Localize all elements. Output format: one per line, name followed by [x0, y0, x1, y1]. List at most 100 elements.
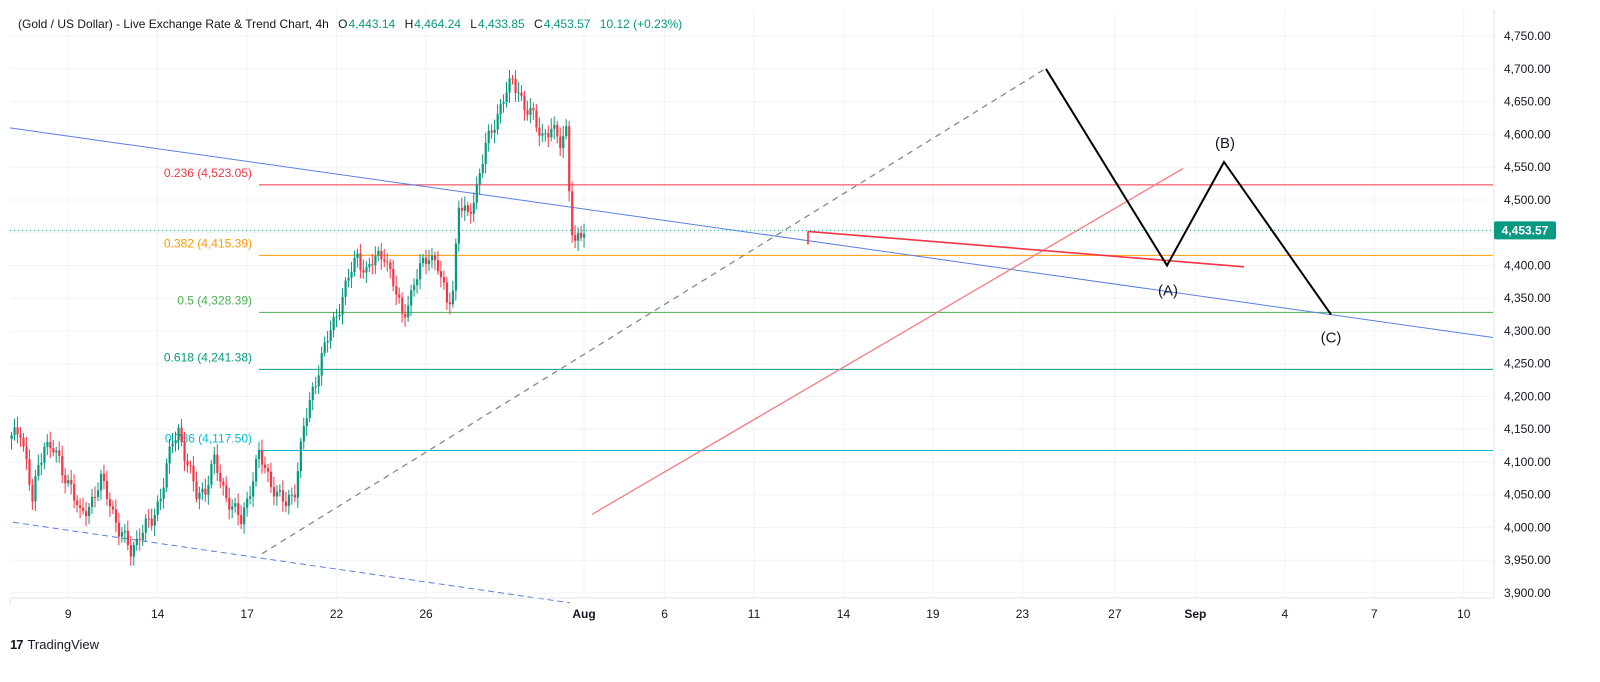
candle-body [430, 255, 434, 261]
candle-body [329, 330, 332, 342]
candle-body [40, 462, 43, 465]
candle-body [326, 341, 329, 343]
candle-body [85, 511, 88, 517]
candle-body [192, 465, 195, 482]
candle-body [314, 386, 317, 388]
candle-body [344, 280, 347, 297]
candle-body [144, 518, 147, 533]
wave-label-b: (B) [1215, 135, 1235, 152]
candle-body [475, 184, 478, 203]
candle-body [258, 450, 261, 459]
candle-body [64, 475, 67, 484]
candle-body [28, 459, 31, 485]
fib-level-label: 0.382 (4,415.39) [164, 236, 252, 250]
candle-body [374, 255, 377, 266]
candle-body [323, 342, 326, 353]
price-tick-label: 4,350.00 [1504, 291, 1551, 305]
time-axis[interactable]: 9 14 17 22 26 Aug 6 11 14 19 23 27 Sep 4 7 10 [9, 597, 1494, 621]
candle-body [398, 294, 401, 298]
tradingview-brand[interactable]: 17 TradingView [10, 637, 99, 652]
time-tick-label: 6 [661, 607, 668, 621]
candle-body [565, 126, 568, 137]
candle-body [511, 78, 514, 80]
candle-body [580, 232, 583, 238]
candle-body [52, 448, 55, 453]
candle-body [281, 490, 285, 502]
open-value: 4,443.14 [348, 17, 396, 31]
candle-body [502, 101, 505, 104]
candle-body [13, 427, 16, 436]
candle-body [413, 285, 416, 291]
candle-body [129, 545, 132, 557]
time-tick-label: 4 [1281, 607, 1288, 621]
time-tick-label: 23 [1016, 607, 1030, 621]
candle-body [487, 130, 490, 143]
candle-body [76, 500, 79, 506]
candle-body [490, 130, 493, 133]
time-tick-label: 7 [1371, 607, 1378, 621]
candle-body [526, 110, 529, 115]
price-tick-label: 4,400.00 [1504, 258, 1551, 272]
candle-body [338, 314, 341, 317]
candle-body [243, 507, 246, 525]
candle-body [353, 257, 356, 273]
candle-body [445, 282, 449, 303]
price-tick-label: 4,250.00 [1504, 357, 1551, 371]
trend-drawings[interactable] [9, 68, 1494, 604]
candle-body [350, 272, 353, 278]
candle-body [61, 456, 64, 476]
candle-body [123, 530, 127, 533]
candle-body [389, 262, 392, 270]
candle-body [213, 454, 216, 465]
candle-body [37, 464, 40, 477]
candle-body [171, 443, 174, 447]
candle-body [159, 498, 162, 502]
candle-body [135, 538, 138, 546]
candle-body [305, 418, 308, 427]
candle-body [132, 545, 135, 557]
candle-body [335, 316, 338, 318]
candle-body [138, 538, 141, 541]
candle-body [383, 259, 386, 262]
fibonacci-retracement[interactable]: 0.236 (4,523.05) 0.382 (4,415.39) 0.5 (4,3… [164, 166, 1493, 452]
abc-correction-projection[interactable]: (A) (B) (C) [1045, 68, 1341, 347]
price-tick-label: 4,700.00 [1504, 62, 1551, 76]
candle-body [186, 460, 189, 466]
candle-body [79, 505, 82, 509]
candle-body [91, 496, 94, 507]
candle-body [377, 250, 380, 256]
wave-path [1045, 68, 1332, 316]
candle-body [550, 128, 553, 138]
candle-body [231, 506, 234, 510]
candle-body [386, 261, 389, 263]
fib-level-label: 0.5 (4,328.39) [177, 293, 252, 307]
candle-body [481, 163, 484, 174]
price-tick-label: 4,750.00 [1504, 29, 1551, 43]
low-value: 4,433.85 [477, 17, 525, 31]
price-axis[interactable]: 4,750.00 4,700.00 4,650.00 4,600.00 4,550.00… [1493, 10, 1556, 600]
candle-body [88, 506, 91, 517]
candle-body [466, 205, 469, 212]
candle-body [55, 450, 58, 453]
candle-body [284, 501, 288, 507]
fib-level-label: 0.786 (4,117.50) [165, 432, 252, 446]
time-tick-label: 10 [1457, 607, 1471, 621]
candle-body [556, 124, 559, 137]
candle-body [246, 498, 249, 508]
fib-level-label: 0.618 (4,241.38) [164, 350, 252, 364]
candle-body [168, 446, 171, 464]
candle-body [263, 464, 267, 469]
candle-body [454, 243, 458, 291]
candle-body [523, 95, 526, 111]
time-tick-label: Sep [1184, 607, 1206, 621]
low-label: L [470, 17, 477, 31]
candle-body [535, 110, 538, 128]
candle-body [583, 233, 586, 238]
candle-body [496, 114, 499, 130]
candle-body [571, 191, 574, 236]
candle-body [311, 386, 314, 401]
candle-body [198, 492, 201, 500]
wave-label-a: (A) [1158, 282, 1178, 299]
